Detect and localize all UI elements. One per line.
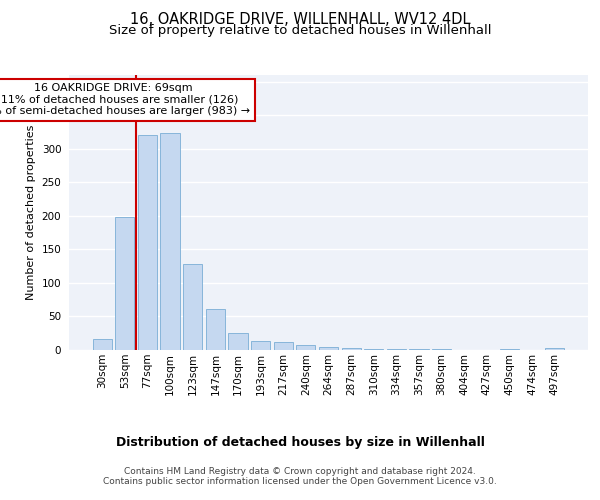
Bar — [319, 348, 338, 350]
Text: Size of property relative to detached houses in Willenhall: Size of property relative to detached ho… — [109, 24, 491, 37]
Bar — [206, 309, 225, 350]
Bar — [545, 348, 565, 350]
Bar — [138, 134, 157, 350]
Text: 16 OAKRIDGE DRIVE: 69sqm
← 11% of detached houses are smaller (126)
89% of semi-: 16 OAKRIDGE DRIVE: 69sqm ← 11% of detach… — [0, 83, 250, 116]
Bar — [183, 264, 202, 350]
Bar — [115, 216, 134, 350]
Text: Contains public sector information licensed under the Open Government Licence v3: Contains public sector information licen… — [103, 478, 497, 486]
Bar — [296, 346, 316, 350]
Bar — [92, 338, 112, 350]
Bar — [251, 340, 270, 350]
Bar — [341, 348, 361, 350]
Bar — [229, 332, 248, 350]
Text: Distribution of detached houses by size in Willenhall: Distribution of detached houses by size … — [116, 436, 484, 449]
Bar — [274, 342, 293, 350]
Bar — [160, 134, 180, 350]
Y-axis label: Number of detached properties: Number of detached properties — [26, 125, 36, 300]
Text: Contains HM Land Registry data © Crown copyright and database right 2024.: Contains HM Land Registry data © Crown c… — [124, 468, 476, 476]
Text: 16, OAKRIDGE DRIVE, WILLENHALL, WV12 4DL: 16, OAKRIDGE DRIVE, WILLENHALL, WV12 4DL — [130, 12, 470, 28]
